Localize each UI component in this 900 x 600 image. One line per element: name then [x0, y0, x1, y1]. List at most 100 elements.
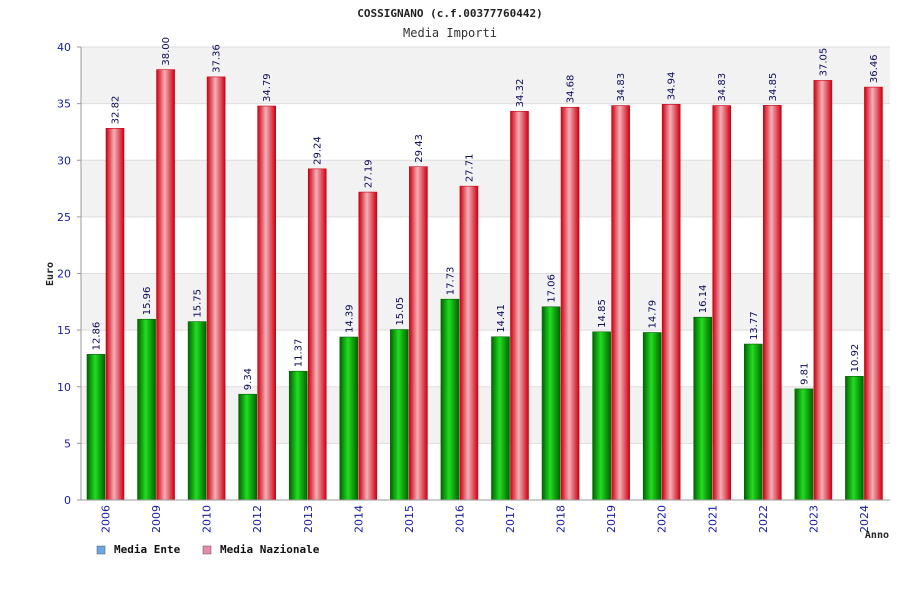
x-tick-label: 2018: [555, 505, 568, 533]
bar-value-label: 27.71: [464, 154, 475, 183]
bar-media-ente: [693, 316, 713, 501]
legend-swatch-nazionale: [202, 545, 212, 555]
y-tick-label: 20: [57, 268, 71, 281]
bar-media-ente: [339, 336, 359, 501]
bar-media-ente: [541, 306, 561, 501]
bar-media-nazionale: [358, 191, 378, 501]
bar-media-nazionale: [864, 86, 883, 501]
bar-value-label: 29.24: [313, 136, 324, 165]
bar-media-ente: [845, 376, 864, 501]
bar-value-label: 10.92: [850, 344, 861, 373]
x-tick-label: 2006: [100, 505, 113, 533]
bar-value-label: 36.46: [869, 54, 880, 83]
bar-value-label: 14.79: [648, 300, 659, 329]
x-tick-label: 2016: [453, 505, 466, 533]
bar-media-ente: [238, 393, 257, 501]
bar-media-ente: [288, 370, 308, 501]
y-tick-label: 15: [57, 324, 71, 337]
bar-media-nazionale: [611, 105, 630, 501]
bar-value-label: 9.81: [799, 363, 810, 385]
bar-media-ente: [86, 354, 106, 501]
bar-value-label: 14.41: [496, 304, 507, 333]
bar-value-label: 34.85: [768, 73, 779, 102]
legend-label-nazionale: Media Nazionale: [220, 543, 320, 556]
x-tick-label: 2022: [757, 505, 770, 533]
bar-media-nazionale: [661, 104, 681, 501]
bar-media-ente: [642, 332, 662, 501]
y-tick-label: 30: [57, 154, 71, 167]
x-axis-label: Anno: [865, 530, 889, 541]
bar-media-ente: [744, 343, 763, 501]
y-tick-label: 35: [57, 98, 71, 111]
bar-value-label: 17.73: [445, 267, 456, 296]
bar-value-label: 34.32: [515, 79, 526, 108]
x-tick-label: 2015: [403, 505, 416, 533]
bar-value-label: 16.14: [698, 285, 709, 314]
bar-value-label: 34.94: [667, 72, 678, 101]
y-axis-label: Euro: [45, 262, 56, 286]
x-tick-label: 2017: [504, 505, 517, 533]
bar-value-label: 13.77: [749, 311, 760, 340]
x-tick-label: 2012: [251, 505, 264, 533]
bar-media-nazionale: [763, 105, 782, 501]
bar-value-label: 34.79: [262, 73, 273, 102]
x-tick-label: 2024: [858, 505, 871, 533]
bar-value-label: 34.83: [717, 73, 728, 102]
bar-media-nazionale: [156, 69, 175, 501]
bar-value-label: 14.85: [597, 299, 608, 328]
bar-value-label: 37.36: [212, 44, 223, 73]
chart-subtitle: Media Importi: [403, 26, 497, 40]
bar-media-ente: [794, 388, 814, 501]
bar-value-label: 15.05: [395, 297, 406, 326]
bar-value-label: 9.34: [243, 368, 254, 390]
bar-value-label: 17.06: [547, 274, 558, 303]
bar-media-ente: [440, 298, 460, 501]
legend: Media Ente Media Nazionale: [96, 543, 320, 556]
y-tick-label: 0: [64, 494, 71, 507]
x-axis-ticks: 2006 2009 2010 2012 2013 2014 2015 2016 2017 2018…: [100, 505, 871, 533]
legend-swatch-ente: [96, 545, 106, 555]
x-tick-label: 2023: [807, 505, 820, 533]
bar-value-label: 38.00: [161, 37, 172, 66]
x-tick-label: 2010: [201, 505, 214, 533]
bar-value-label: 15.96: [142, 287, 153, 316]
chart-title: COSSIGNANO (c.f.00377760442): [357, 7, 542, 20]
bar-media-nazionale: [712, 105, 732, 501]
bar-value-label: 34.83: [616, 73, 627, 102]
x-tick-label: 2021: [706, 505, 719, 533]
y-tick-label: 10: [57, 381, 71, 394]
x-tick-label: 2009: [150, 505, 163, 533]
bar-media-nazionale: [257, 105, 276, 501]
bar-value-label: 32.82: [111, 96, 122, 125]
x-tick-label: 2013: [302, 505, 315, 533]
legend-label-ente: Media Ente: [114, 543, 181, 556]
bar-value-label: 29.43: [414, 134, 425, 163]
bar-value-label: 37.05: [818, 48, 829, 77]
bar-value-label: 12.86: [92, 322, 103, 351]
bar-media-nazionale: [813, 80, 833, 501]
bar-value-label: 34.68: [566, 75, 577, 104]
bar-value-label: 15.75: [193, 289, 204, 318]
y-tick-label: 5: [64, 437, 71, 450]
bar-media-nazionale: [510, 111, 529, 501]
y-tick-label: 40: [57, 41, 71, 54]
bar-media-ente: [137, 318, 156, 501]
bar-media-nazionale: [307, 168, 327, 501]
x-tick-label: 2020: [656, 505, 669, 533]
x-tick-label: 2019: [605, 505, 618, 533]
bar-media-nazionale: [206, 76, 226, 501]
bar-media-ente: [187, 321, 207, 501]
y-tick-label: 25: [57, 211, 71, 224]
bar-media-nazionale: [560, 106, 580, 501]
bar-media-ente: [390, 329, 409, 501]
bar-media-nazionale: [105, 128, 125, 501]
value-labels: 12.86 32.82 15.96 38.00 15.75 37.36 9.34 34.79 1…: [92, 37, 880, 390]
bar-value-label: 27.19: [363, 159, 374, 188]
y-axis-ticks: 0 5 10 15 20 25 30 35 40: [57, 41, 81, 507]
bar-media-nazionale: [459, 185, 479, 501]
x-tick-label: 2014: [352, 505, 365, 533]
bar-media-ente: [491, 336, 510, 501]
bar-media-nazionale: [409, 166, 428, 501]
bar-value-label: 14.39: [344, 304, 355, 333]
